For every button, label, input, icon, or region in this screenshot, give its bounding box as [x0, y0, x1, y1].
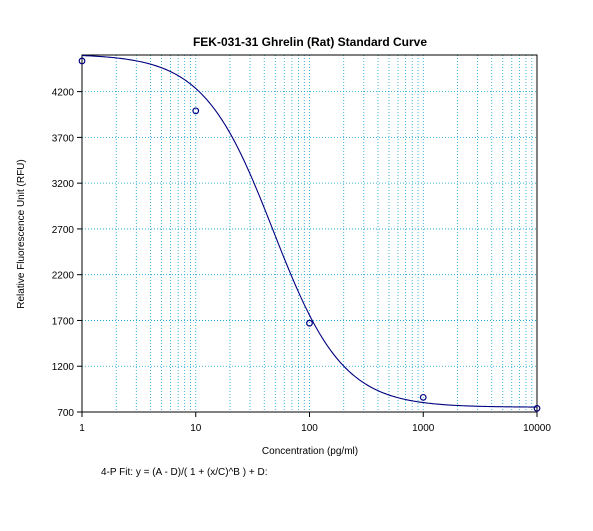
x-tick-label: 10000 [523, 423, 551, 434]
data-point [533, 404, 541, 412]
x-tick-label: 1 [79, 423, 85, 434]
y-tick-label: 1200 [52, 362, 75, 373]
x-tick-label: 1000 [412, 423, 435, 434]
y-tick-label: 3200 [52, 179, 75, 190]
y-tick-label: 4200 [52, 88, 75, 99]
y-tick-label: 700 [57, 408, 74, 419]
fit-curve [81, 54, 538, 408]
y-tick-label: 2200 [52, 271, 75, 282]
y-tick-label: 3700 [52, 133, 75, 144]
y-tick-label: 2700 [52, 225, 75, 236]
points-layer [78, 57, 541, 412]
grid-layer [82, 55, 537, 412]
data-point [78, 57, 86, 65]
y-axis-label: Relative Fluorescence Unit (RFU) [16, 159, 27, 309]
x-tick-label: 10 [190, 423, 202, 434]
y-tick-label: 1700 [52, 316, 75, 327]
data-point [419, 393, 427, 401]
data-point [192, 107, 200, 115]
chart-title: FEK-031-31 Ghrelin (Rat) Standard Curve [193, 35, 427, 49]
x-tick-label: 100 [301, 423, 318, 434]
fit-equation: 4-P Fit: y = (A - D)/( 1 + (x/C)^B ) + D… [101, 467, 268, 478]
x-axis-label: Concentration (pg/ml) [262, 446, 358, 457]
data-point [306, 319, 313, 327]
axis-layer: 1 10 100 1000 10000 700 1200 1700 2200 2700 3200 37… [52, 88, 552, 434]
